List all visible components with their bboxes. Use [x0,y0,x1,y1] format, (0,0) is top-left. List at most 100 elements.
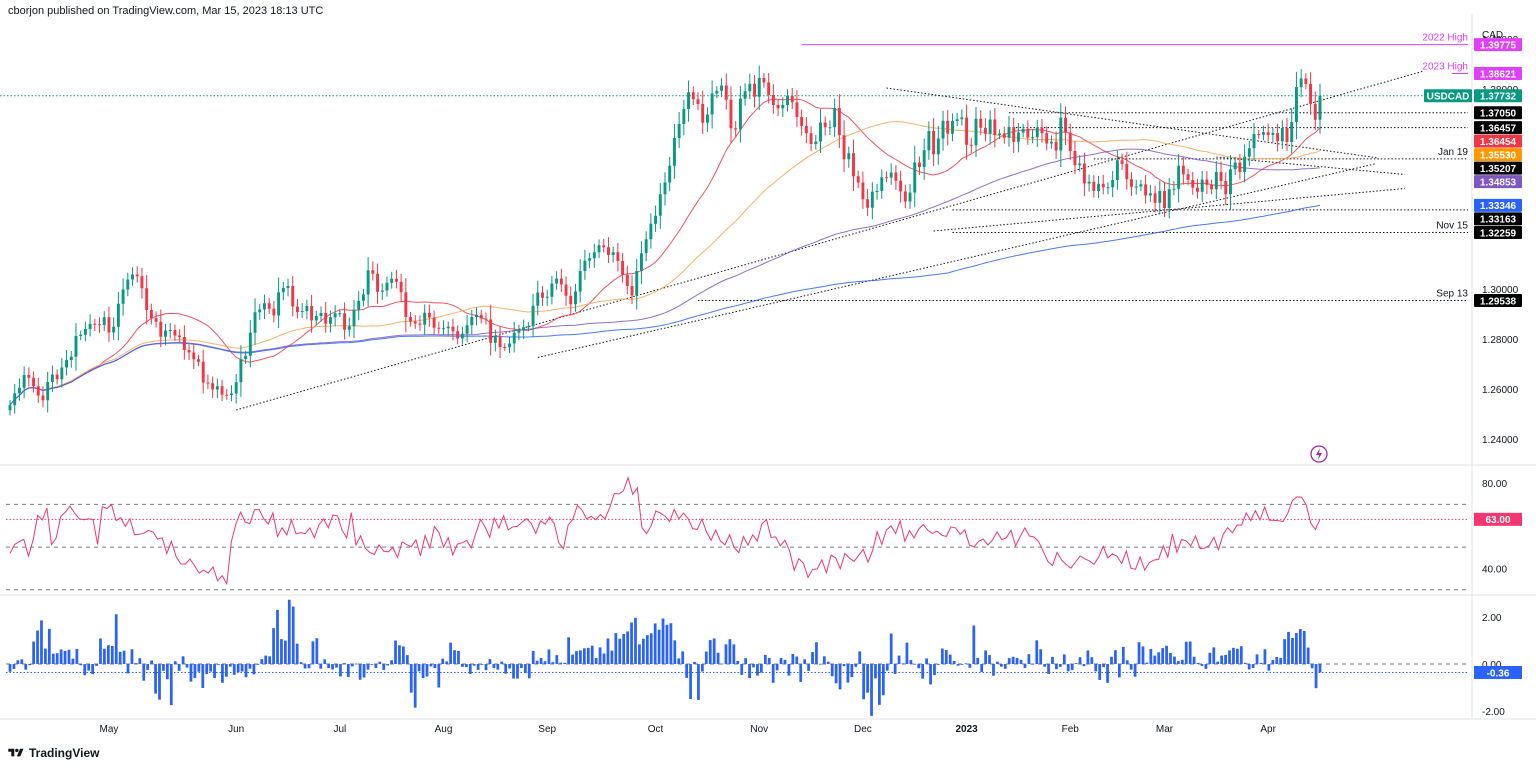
histogram-bar [1157,652,1161,665]
candle-body [79,334,83,336]
histogram-bar [649,633,653,665]
histogram-bar [1082,664,1086,667]
candle-body [145,288,149,310]
tradingview-footer[interactable]: TradingView [8,745,99,761]
histogram-bar [1145,662,1149,665]
histogram-bar [933,664,936,676]
candle-body [729,99,733,129]
histogram-bar [468,664,472,674]
candle-body [753,83,756,97]
candle-body [1172,188,1176,190]
histogram-bar [1066,664,1070,672]
price-labels: 1.39775 1.38621 USDCAD 1.37732 1.37050 1.3645… [1424,38,1522,307]
histogram-bar [870,664,873,716]
candle-body [512,332,516,344]
histogram-bar [614,633,618,665]
histogram-bar [929,664,932,685]
histogram-bar [992,664,995,676]
candle-body [574,291,577,305]
histogram-bar [394,640,397,665]
candle-body [701,104,705,123]
candle-body [531,305,535,327]
histogram-bar [748,664,751,679]
histogram-bar [1165,645,1168,665]
histogram-bar [1236,648,1239,665]
candle-body [1007,127,1011,138]
candle-body [1054,141,1058,151]
histogram-bar [740,664,744,675]
histogram-bar [952,660,956,665]
candle-body [687,92,691,109]
histogram-bar [103,648,106,665]
candle-body [1115,160,1119,180]
histogram-bar [1094,664,1098,672]
price-tick-label: 1.26000 [1482,385,1519,396]
histogram-bar [763,654,767,665]
histogram-bar [358,664,362,680]
histogram-bar [429,664,433,667]
histogram-bar [1043,664,1047,667]
candle-body [427,312,431,318]
candle-body [98,324,101,326]
histogram-bar [720,663,724,665]
price-label: 1.29538 [1480,296,1517,307]
price-label: 1.36454 [1480,137,1517,148]
candle-body [894,172,898,181]
histogram-bar [626,631,630,665]
histogram-bar [523,664,527,674]
candle-body [211,383,215,390]
time-axis-label: Dec [854,724,872,735]
histogram-bar [425,664,429,677]
histogram-bar [606,638,610,665]
histogram-bar [1196,662,1200,665]
histogram-bar [535,660,539,665]
lightning-icon[interactable] [1310,445,1328,463]
histogram-bar [417,664,421,672]
candle-body [456,331,460,339]
histogram-bar [20,659,24,665]
candle-body [672,138,676,166]
histogram-bar [551,662,555,665]
histogram-bar [1200,664,1204,666]
candle-body [823,122,827,128]
histogram-bar [496,664,500,670]
candle-body [790,95,794,103]
candle-body [983,127,987,134]
histogram-bar [162,664,165,671]
histogram-bar [1180,659,1184,665]
time-axis-label: Aug [435,724,453,735]
candle-body [908,192,912,202]
moving-average-50 [9,121,1321,406]
candle-body [267,303,271,309]
histogram-bar [114,614,118,665]
histogram-bar [543,661,547,665]
histogram-bar [488,659,492,665]
candle-body [107,317,111,333]
candle-body [988,119,992,134]
candle-body [1290,122,1294,142]
candle-body [27,375,31,378]
histogram-bar [1298,629,1302,665]
candle-body [409,317,413,322]
candle-body [1012,127,1016,142]
candle-body [164,330,167,337]
candle-body [866,199,870,208]
candle-body [955,119,959,121]
candle-body [1205,179,1209,185]
candle-body [390,278,394,283]
histogram-bar [118,651,122,665]
histogram-bar [531,650,535,665]
candle-body [295,306,299,312]
histogram-tick-label: -2.00 [1482,707,1505,718]
candle-body [979,118,983,128]
candle-body [498,336,502,347]
histogram-bar [47,628,51,665]
candle-body [1068,132,1072,151]
histogram-bar [1220,655,1224,665]
candle-body [880,177,884,191]
histogram-bar [1173,656,1176,665]
candle-body [126,279,130,290]
rsi-line [9,476,1321,586]
candle-body [606,247,610,255]
